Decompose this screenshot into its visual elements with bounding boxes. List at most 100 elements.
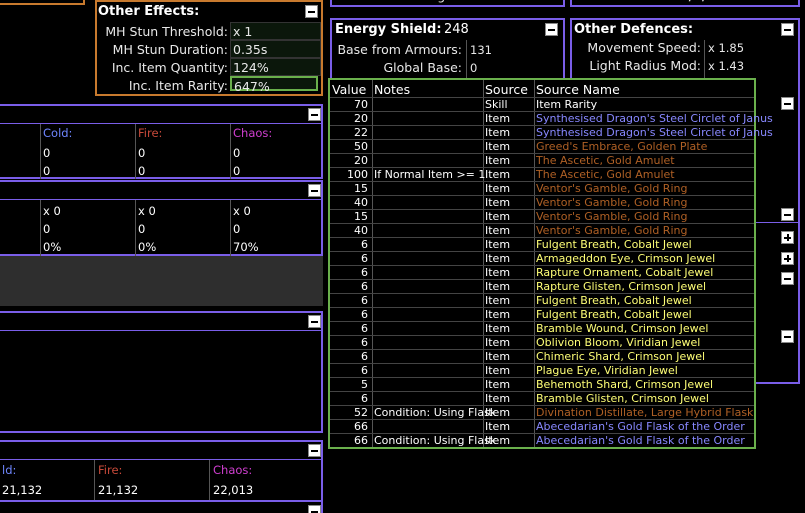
col-header: Chaos: (233, 126, 273, 140)
value: 6 (361, 308, 368, 321)
row-value: 131 (470, 43, 492, 57)
undefined-button[interactable] (308, 108, 321, 121)
value: 6 (361, 392, 368, 405)
plus-button[interactable] (781, 252, 794, 265)
row-label: Light Radius Mod: (589, 58, 701, 73)
hline (330, 307, 754, 308)
source-name: Synthesised Dragon's Steel Circlet of Ja… (536, 126, 773, 139)
hline (330, 125, 754, 126)
source-name: Bramble Wound, Crimson Jewel (536, 322, 709, 335)
gray-area (0, 256, 323, 306)
source: Item (485, 126, 511, 139)
undefined-button[interactable] (781, 330, 794, 343)
value: 15 (354, 182, 368, 195)
source: Item (485, 224, 511, 237)
multiplier-panel: x 0 x 0 x 0 0 0 0 0% 0% 70% (0, 180, 323, 256)
undefined-button[interactable] (305, 5, 318, 18)
source: Item (485, 154, 511, 167)
vline (704, 40, 705, 80)
undefined-button[interactable] (308, 184, 321, 197)
hline (330, 391, 754, 392)
undefined-button[interactable] (781, 272, 794, 285)
notes: Condition: Using Flask (374, 434, 497, 447)
source-name: Ventor's Gamble, Gold Ring (536, 224, 688, 237)
hline (330, 209, 754, 210)
vline (230, 124, 231, 179)
header-bar (0, 106, 321, 124)
source-name: Plague Eye, Viridian Jewel (536, 364, 678, 377)
cell: 0 (43, 164, 51, 178)
value: 5 (361, 378, 368, 391)
row-label: Global Base: (383, 60, 463, 75)
value: 40 (354, 224, 368, 237)
label: Regen: (421, 0, 465, 3)
undefined-button[interactable] (308, 315, 321, 328)
source: Item (485, 238, 511, 251)
row-label: Inc. Item Quantity: (111, 60, 228, 75)
value: 6 (361, 266, 368, 279)
source: Item (485, 336, 511, 349)
value: 20 (354, 154, 368, 167)
hline (330, 237, 754, 238)
col-header: Source (485, 82, 528, 97)
source: Item (485, 294, 511, 307)
cell: 0 (233, 222, 241, 236)
vline (466, 40, 467, 100)
value-cell: x 1 (230, 22, 321, 40)
value: 6 (361, 252, 368, 265)
undefined-button[interactable] (781, 23, 794, 36)
hline (330, 181, 754, 182)
undefined-button[interactable] (545, 23, 558, 36)
source-name: Rapture Ornament, Cobalt Jewel (536, 266, 714, 279)
vline (534, 80, 535, 447)
source-name: Rapture Glisten, Crimson Jewel (536, 280, 707, 293)
source-name: Armageddon Eye, Crimson Jewel (536, 252, 716, 265)
row-value: 124% (233, 60, 269, 75)
cell: 0 (138, 222, 146, 236)
value: 6 (361, 336, 368, 349)
cell: 0 (138, 146, 146, 160)
row-value: x 1.85 (708, 41, 745, 55)
value: 66 (354, 420, 368, 433)
col-header: Fire: (98, 463, 123, 477)
cell: 21,132 (98, 483, 139, 497)
vline (135, 200, 136, 256)
row-label: Inc. Item Rarity: (128, 78, 228, 93)
resist-panel-bottom: ld: Fire: Chaos: 21,132 21,132 22,013 (0, 440, 323, 502)
cell: 21,132 (2, 483, 43, 497)
source-name: Bramble Glisten, Crimson Jewel (536, 392, 709, 405)
plus-button[interactable] (781, 231, 794, 244)
hline (330, 377, 754, 378)
hline (330, 251, 754, 252)
source: Skill (485, 98, 508, 111)
source-name: Abecedarian's Gold Flask of the Order (536, 434, 745, 447)
row-value: x 1 (233, 24, 253, 39)
vline (483, 80, 484, 447)
undefined-button[interactable] (308, 444, 321, 457)
cell: 0 (43, 146, 51, 160)
hline (330, 111, 754, 112)
undefined-button[interactable] (781, 97, 794, 110)
cell: 0 (43, 222, 51, 236)
undefined-button[interactable] (308, 505, 321, 513)
row-value: x 1.43 (708, 59, 745, 73)
undefined-button[interactable] (781, 208, 794, 221)
panel-title: Other Effects: (98, 4, 200, 19)
empty-panel (0, 311, 323, 433)
source-name: Oblivion Bloom, Viridian Jewel (536, 336, 701, 349)
value: 6 (361, 364, 368, 377)
header-bar (0, 182, 321, 200)
value-cell: 647% (230, 76, 318, 94)
vline (230, 200, 231, 256)
hline (330, 153, 754, 154)
source: Item (485, 280, 511, 293)
source: Item (485, 406, 511, 419)
source-name: Item Rarity (536, 98, 598, 111)
hline (330, 97, 754, 98)
vline (40, 200, 41, 256)
hline (330, 167, 754, 168)
value: 6 (361, 322, 368, 335)
col-header: Source Name (536, 82, 620, 97)
col-header: Cold: (43, 126, 73, 140)
